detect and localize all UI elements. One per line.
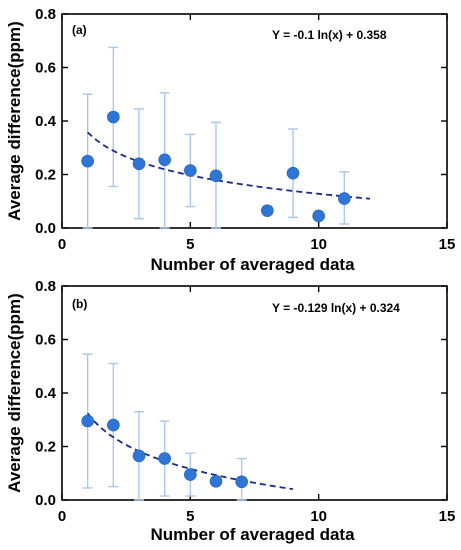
- fit-curve: [87, 131, 371, 200]
- data-point: [261, 204, 274, 217]
- data-point: [312, 209, 325, 223]
- data-point: [132, 157, 146, 171]
- y-tick-label: 0.4: [35, 385, 57, 402]
- y-tick-label: 0.6: [35, 60, 56, 77]
- x-tick-label: 0: [58, 508, 66, 525]
- y-tick-label: 0.6: [35, 332, 56, 349]
- x-axis-title: Number of averaged data: [150, 525, 355, 544]
- plot-frame: [61, 13, 448, 229]
- data-point: [184, 164, 197, 177]
- data-point: [107, 110, 120, 124]
- x-tick-label: 0: [58, 236, 66, 253]
- data-point: [235, 475, 248, 489]
- x-tick-label: 15: [439, 508, 456, 525]
- x-tick-label: 10: [310, 236, 327, 253]
- panel-label: (a): [72, 23, 87, 37]
- y-tick-label: 0.8: [35, 278, 56, 295]
- x-axis-title: Number of averaged data: [150, 255, 355, 274]
- data-point: [132, 449, 146, 463]
- data-point: [184, 468, 197, 481]
- y-tick-label: 0.0: [35, 220, 56, 237]
- y-tick-label: 0.2: [35, 439, 56, 456]
- y-tick-label: 0.8: [35, 6, 56, 23]
- data-point: [209, 474, 223, 488]
- panel-label: (b): [72, 297, 87, 311]
- panel-b: 0 5 10 15 0.0 0.2 0.4 0.6 0.8 Number of averaged …: [5, 278, 455, 544]
- data-point: [107, 418, 120, 432]
- x-tick-label: 5: [186, 236, 194, 253]
- data-point: [81, 414, 94, 428]
- y-tick-label: 0.0: [35, 492, 56, 509]
- data-point: [209, 169, 223, 183]
- data-point: [158, 452, 171, 465]
- y-tick-label: 0.2: [35, 167, 56, 184]
- y-axis-title: Average difference(ppm): [5, 21, 24, 221]
- data-point: [338, 192, 351, 205]
- y-axis-title: Average difference(ppm): [5, 293, 24, 493]
- plot-frame: [61, 285, 448, 501]
- fit-equation: Y = -0.1 ln(x) + 0.358: [272, 28, 387, 42]
- y-tick-label: 0.4: [35, 113, 57, 130]
- x-tick-label: 15: [439, 236, 456, 253]
- x-tick-label: 5: [186, 508, 194, 525]
- data-point: [286, 166, 300, 180]
- x-tick-label: 10: [310, 508, 327, 525]
- panel-a: 0 5 10 15 0.0 0.2 0.4 0.6 0.8 Number of averaged …: [5, 6, 455, 274]
- data-point: [81, 154, 94, 168]
- fit-equation: Y = -0.129 ln(x) + 0.324: [272, 301, 400, 315]
- data-point: [158, 153, 171, 167]
- fit-curve: [86, 412, 294, 491]
